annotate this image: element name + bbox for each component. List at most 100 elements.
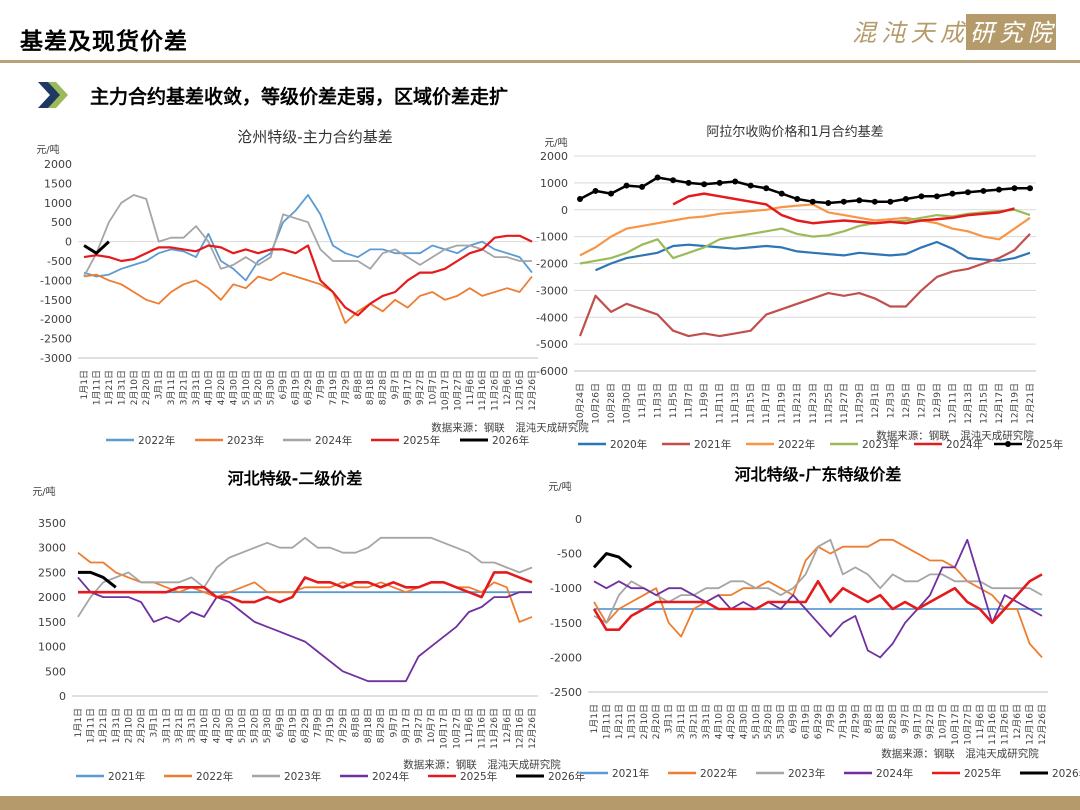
logo-box (966, 14, 1056, 50)
x-tick-label: 4月10日 (199, 708, 210, 743)
data-point (964, 189, 971, 196)
x-tick-label: 11月6日 (464, 708, 475, 743)
y-tick-label: 2500 (38, 566, 66, 579)
x-tick-label: 2月10日 (639, 704, 650, 739)
x-tick-label: 5月30日 (266, 370, 277, 405)
data-point (1011, 185, 1018, 192)
x-tick-label: 11月16日 (987, 704, 998, 745)
x-tick-label: 2月10日 (123, 708, 134, 743)
x-tick-label: 6月29日 (300, 708, 311, 743)
x-tick-label: 11月27日 (839, 383, 850, 424)
y-tick-label: -2000 (550, 651, 582, 664)
section-subtitle: 主力合约基差收敛，等级价差走弱，区域价差走扩 (90, 86, 509, 108)
x-tick-label: 5月10日 (237, 708, 248, 743)
x-tick-label: 10月7日 (426, 708, 437, 743)
legend-label: 2023年 (788, 767, 825, 780)
y-tick-label: 0 (575, 513, 582, 526)
data-point (794, 196, 801, 202)
x-tick-label: 7月19日 (838, 704, 849, 739)
y-tick-label: 1500 (38, 616, 66, 629)
logo-text: 混沌天成 (852, 19, 967, 47)
series-line-2026年 (83, 240, 110, 255)
legend-label: 2021年 (694, 438, 731, 451)
series-line-2024年 (83, 194, 532, 277)
legend-label: 2022年 (778, 438, 815, 451)
header-divider (0, 60, 1080, 63)
x-tick-label: 11月16日 (477, 370, 488, 411)
legend-label: 2025年 (460, 770, 497, 783)
x-tick-label: 11月1日 (637, 383, 648, 418)
x-tick-label: 2月10日 (129, 370, 140, 405)
x-tick-label: 1月21日 (104, 370, 115, 405)
series-line-2026年 (592, 552, 633, 569)
data-point (887, 198, 894, 205)
x-tick-label: 10月28日 (606, 383, 617, 424)
x-tick-label: 7月29日 (338, 708, 349, 743)
x-tick-label: 1月31日 (111, 708, 122, 743)
x-tick-label: 12月15日 (978, 383, 989, 424)
series-line-2026年 (78, 570, 117, 589)
legend-label: 2024年 (876, 767, 913, 780)
y-tick-label: 1000 (38, 641, 66, 654)
x-tick-label: 11月21日 (792, 383, 803, 424)
series-line-2023年 (77, 536, 533, 618)
x-tick-label: 5月10日 (751, 704, 762, 739)
data-point (592, 187, 599, 194)
x-tick-label: 1月21日 (98, 708, 109, 743)
source-note: 数据来源：钢联 混沌天成研究院 (431, 421, 589, 434)
x-tick-label: 3月31日 (187, 708, 198, 743)
x-tick-label: 11月26日 (490, 370, 501, 411)
legend-label: 2026年 (1052, 767, 1080, 780)
x-tick-label: 10月27日 (451, 708, 462, 749)
series-line-2022年 (83, 194, 533, 282)
x-tick-label: 7月29日 (340, 370, 351, 405)
x-tick-label: 12月13日 (963, 383, 974, 424)
x-tick-label: 1月31日 (626, 704, 637, 739)
data-point (949, 190, 956, 197)
data-point (825, 200, 832, 207)
y-tick-label: -2000 (40, 313, 72, 326)
x-tick-label: 8月18日 (365, 370, 376, 405)
y-tick-label: -500 (47, 255, 72, 268)
x-tick-label: 11月17日 (761, 383, 772, 424)
y-tick-label: -1500 (550, 617, 582, 630)
x-tick-label: 3月1日 (154, 370, 165, 399)
chart-title: 沧州特级-主力合约基差 (237, 128, 392, 146)
x-tick-label: 9月7日 (390, 370, 401, 399)
x-tick-label: 4月30日 (228, 370, 239, 405)
page-title: 基差及现货价差 (20, 29, 188, 55)
x-tick-label: 6月9日 (278, 370, 289, 399)
chart-title: 河北特级-广东特级价差 (735, 465, 902, 484)
x-tick-label: 10月30日 (622, 383, 633, 424)
x-tick-label: 11月23日 (808, 383, 819, 424)
legend-label: 2022年 (138, 434, 175, 447)
x-tick-label: 12月1日 (870, 383, 881, 418)
data-point (716, 179, 723, 186)
x-tick-label: 10月7日 (937, 704, 948, 739)
data-point (608, 190, 615, 197)
y-tick-label: 2000 (540, 150, 568, 163)
x-tick-label: 1月11日 (601, 704, 612, 739)
x-tick-label: 3月1日 (149, 708, 160, 737)
y-tick-label: 2000 (44, 158, 72, 171)
y-tick-label: 1000 (44, 197, 72, 210)
x-tick-label: 6月9日 (275, 708, 286, 737)
x-tick-label: 9月7日 (388, 708, 399, 737)
data-point (639, 183, 646, 190)
x-tick-label: 10月26日 (591, 383, 602, 424)
x-tick-label: 5月20日 (250, 708, 261, 743)
x-tick-label: 12月11日 (947, 383, 958, 424)
x-tick-label: 12月19日 (1009, 383, 1020, 424)
x-tick-label: 11月19日 (777, 383, 788, 424)
x-tick-label: 2月20日 (136, 708, 147, 743)
y-tick-label: 500 (45, 665, 66, 678)
x-tick-label: 1月31日 (116, 370, 127, 405)
y-tick-label: 1000 (540, 177, 568, 190)
x-tick-label: 12月16日 (1025, 704, 1036, 745)
legend-label: 2025年 (1026, 438, 1063, 451)
legend-label: 2022年 (700, 767, 737, 780)
data-point (980, 187, 987, 194)
x-tick-label: 3月21日 (689, 704, 700, 739)
x-tick-label: 1月1日 (73, 708, 84, 737)
